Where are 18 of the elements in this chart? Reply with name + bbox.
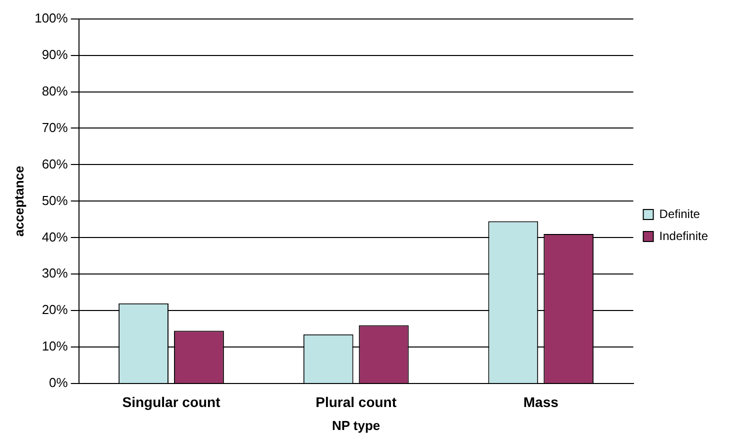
y-tick-label: 30%	[42, 266, 68, 281]
y-tick-label: 0%	[49, 375, 68, 390]
y-tick-label: 60%	[42, 156, 68, 172]
y-tick-label: 40%	[42, 229, 68, 244]
legend-label: Indefinite	[659, 228, 708, 243]
y-axis-title: acceptance	[11, 166, 26, 237]
y-tick-label: 90%	[42, 46, 68, 62]
y-tick-label: 20%	[42, 302, 68, 318]
x-tick-label: Mass	[523, 394, 559, 410]
legend-label: Definite	[659, 206, 700, 221]
x-axis-title: NP type	[332, 418, 380, 433]
x-tick-label: Plural count	[316, 394, 397, 410]
y-tick-label: 100%	[34, 10, 68, 26]
y-tick-label: 10%	[42, 338, 68, 354]
x-tick-label: Singular count	[122, 394, 221, 410]
y-tick-label: 80%	[42, 83, 68, 98]
y-tick-label: 70%	[42, 120, 68, 135]
y-tick-label: 50%	[42, 192, 68, 208]
